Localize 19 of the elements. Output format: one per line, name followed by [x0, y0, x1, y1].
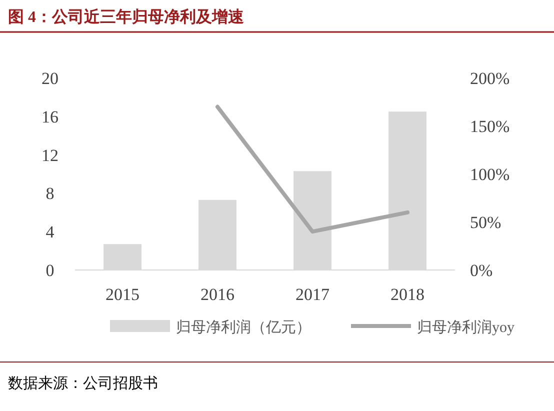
legend-label: 归母净利润yoy: [417, 319, 515, 336]
x-tick-label: 2017: [296, 285, 330, 304]
chart-title: 图 4：公司近三年归母净利及增速: [8, 8, 245, 26]
y-tick-label: 20: [42, 69, 58, 88]
y-tick-label: 12: [42, 146, 58, 165]
y-tick-label: 4: [46, 222, 55, 242]
y2-tick-label: 100%: [470, 165, 510, 184]
y2-tick-label: 200%: [470, 69, 510, 88]
y-tick-label: 16: [42, 107, 58, 126]
legend-label: 归母净利润（亿元）: [176, 319, 311, 336]
y-tick-label: 0: [46, 261, 54, 280]
y2-tick-label: 0%: [470, 261, 493, 280]
source-note: 数据来源：公司招股书: [8, 375, 158, 392]
x-tick-label: 2016: [200, 285, 234, 304]
y2-tick-label: 150%: [470, 117, 510, 136]
y-tick-label: 8: [46, 184, 54, 204]
y2-tick-label: 50%: [470, 213, 502, 232]
x-tick-label: 2015: [106, 285, 140, 304]
x-tick-label: 2018: [390, 285, 424, 304]
